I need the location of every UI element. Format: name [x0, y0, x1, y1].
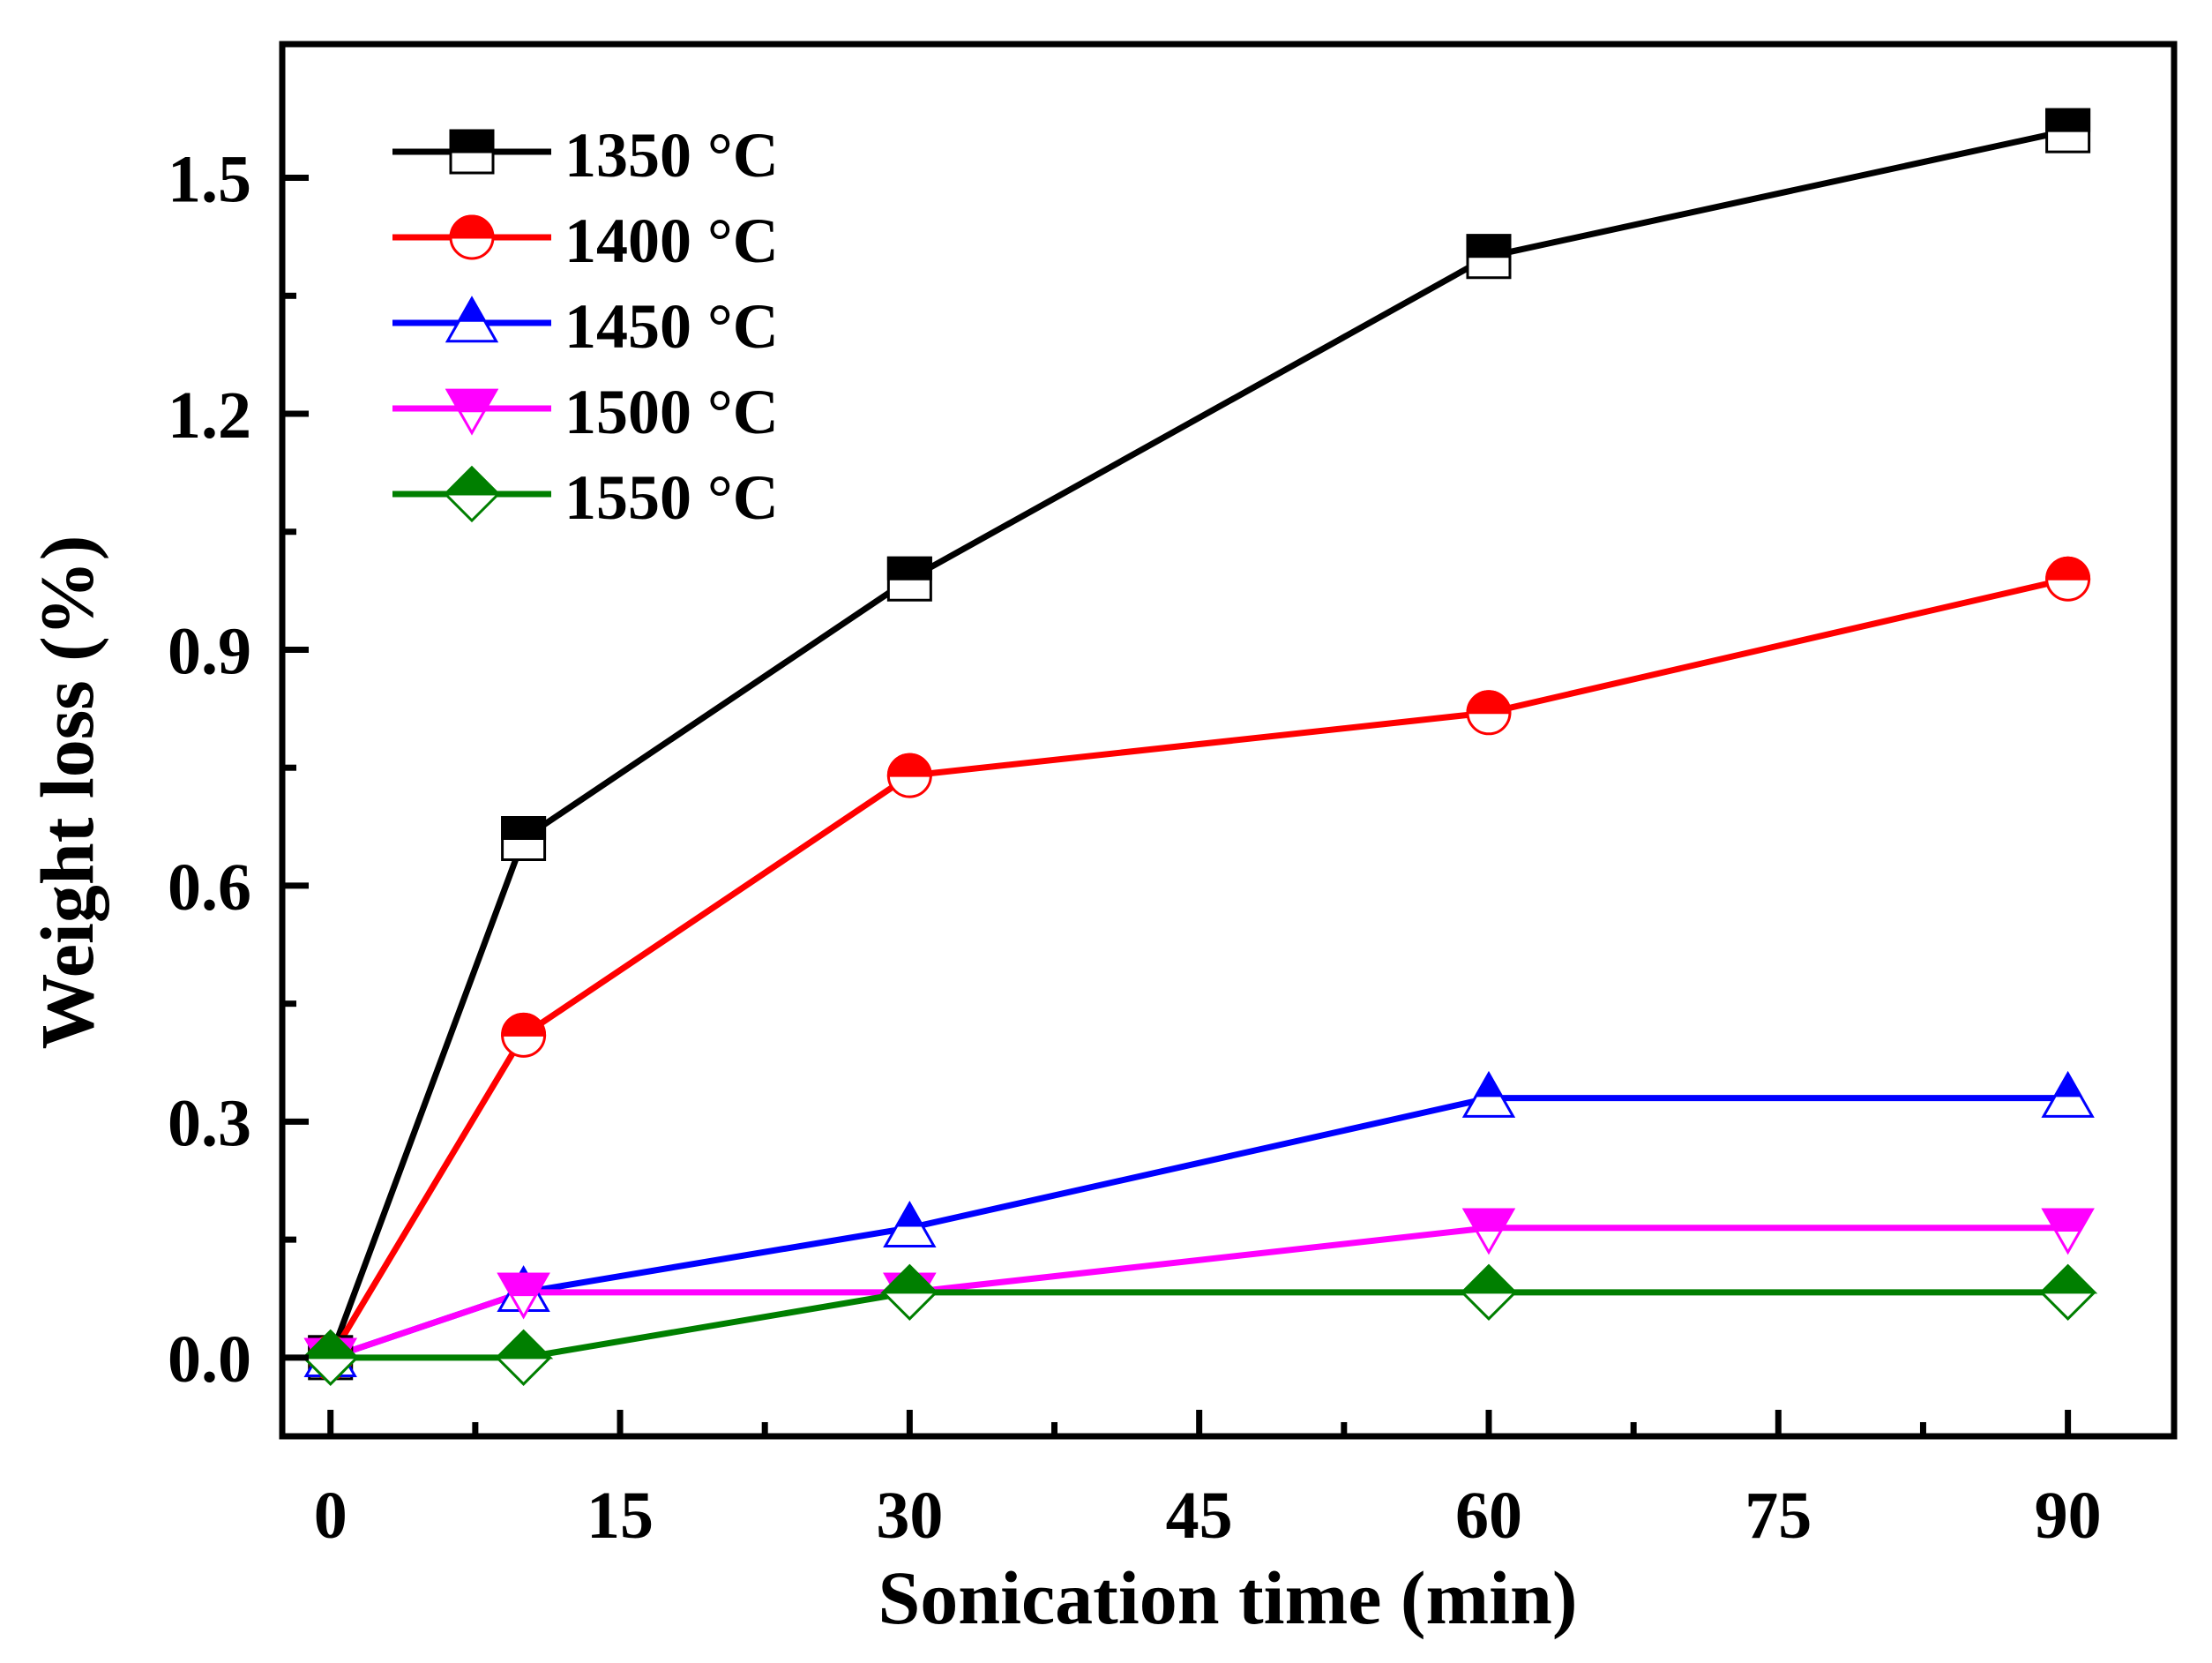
marker-fill: [1474, 1071, 1504, 1097]
legend-label: 1500 °C: [564, 377, 779, 447]
x-tick-label: 30: [876, 1479, 943, 1553]
marker-fill: [449, 129, 495, 154]
x-tick-label: 15: [587, 1479, 654, 1553]
y-tick-label: 0.3: [168, 1086, 251, 1160]
marker-fill: [2037, 1263, 2098, 1294]
data-point: [1461, 1208, 1516, 1255]
y-tick-label: 1.2: [168, 378, 251, 453]
data-point: [886, 753, 932, 798]
data-point: [501, 815, 547, 861]
series-4: [330, 1289, 2068, 1361]
marker-fill: [501, 815, 547, 840]
series-markers-1: [308, 556, 2091, 1381]
data-point: [1466, 234, 1512, 280]
marker-fill: [501, 1012, 547, 1037]
marker-fill: [1459, 1263, 1519, 1294]
legend-marker: [445, 388, 499, 436]
x-tick-label: 90: [2035, 1479, 2102, 1553]
marker-fill: [1461, 1208, 1516, 1232]
marker-fill: [886, 556, 932, 581]
axis-ticks: 0 15 30 45 60 75 90 0.0 0.3 0.6 0.9 1.2 1.5: [168, 143, 2102, 1553]
legend-label: 1450 °C: [564, 291, 779, 362]
x-axis-label: Sonication time (min): [878, 1555, 1577, 1640]
marker-fill: [886, 753, 932, 777]
legend-marker: [445, 296, 499, 343]
data-point: [2041, 1071, 2095, 1118]
y-tick-label: 0.0: [168, 1322, 251, 1397]
series-markers-3: [303, 1208, 2095, 1385]
marker-fill: [457, 296, 487, 322]
data-point: [1461, 1071, 1516, 1118]
legend-entry: 1450 °C: [392, 291, 779, 362]
legend: 1350 °C 1400 °C 1450 °C 1500 °C 1550 °C: [392, 120, 779, 533]
marker-fill: [2045, 556, 2091, 581]
marker-fill: [894, 1201, 925, 1227]
plot-frame: [279, 41, 2178, 1440]
marker-fill: [493, 1329, 554, 1360]
marker-fill: [879, 1263, 939, 1294]
legend-label: 1550 °C: [564, 462, 779, 533]
marker-fill: [442, 465, 502, 496]
series-line: [330, 1289, 2068, 1361]
marker-fill: [301, 1329, 361, 1360]
legend-marker: [449, 129, 495, 175]
y-tick-label: 0.6: [168, 850, 251, 925]
data-point: [493, 1329, 554, 1386]
legend-label: 1350 °C: [564, 120, 779, 191]
x-tick-label: 75: [1745, 1479, 1812, 1553]
legend-entry: 1550 °C: [392, 462, 779, 533]
data-point: [2045, 108, 2091, 154]
marker-fill: [449, 214, 495, 239]
data-point: [1459, 1263, 1519, 1321]
x-tick-label: 45: [1166, 1479, 1233, 1553]
x-tick-label: 60: [1455, 1479, 1522, 1553]
marker-fill: [2045, 108, 2091, 132]
marker-fill: [2041, 1208, 2095, 1232]
data-point: [2041, 1208, 2095, 1255]
y-tick-label: 0.9: [168, 614, 251, 688]
marker-fill: [445, 388, 499, 413]
plot-layer: [301, 108, 2098, 1386]
x-tick-label: 0: [314, 1479, 347, 1553]
legend-entry: 1400 °C: [392, 206, 779, 276]
series-line: [327, 575, 2069, 1360]
series-1: [327, 575, 2069, 1360]
data-point: [301, 1329, 361, 1386]
series-markers-4: [301, 1263, 2098, 1386]
y-axis-label: Weight loss (%): [25, 536, 109, 1050]
marker-fill: [2052, 1071, 2083, 1097]
data-point: [2037, 1263, 2098, 1321]
legend-label: 1400 °C: [564, 206, 779, 276]
legend-entry: 1500 °C: [392, 377, 779, 447]
y-tick-label: 1.5: [168, 143, 251, 217]
data-point: [497, 1272, 550, 1320]
legend-marker: [442, 465, 502, 523]
data-point: [1466, 690, 1512, 736]
data-point: [879, 1263, 939, 1321]
marker-fill: [1466, 690, 1512, 715]
legend-marker: [449, 214, 495, 260]
data-point: [501, 1012, 547, 1058]
data-point: [2045, 556, 2091, 602]
data-point: [886, 556, 932, 602]
marker-fill: [497, 1272, 550, 1297]
legend-entry: 1350 °C: [392, 120, 779, 191]
marker-fill: [1466, 234, 1512, 258]
data-point: [883, 1201, 937, 1247]
